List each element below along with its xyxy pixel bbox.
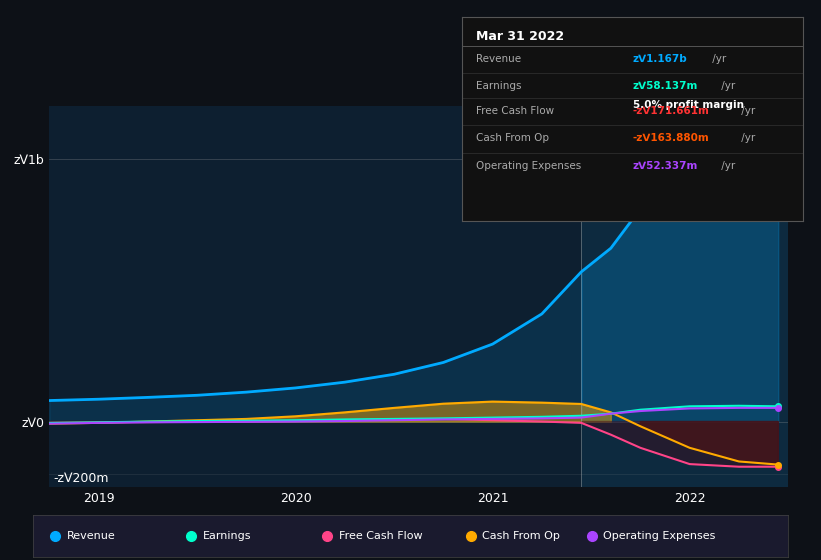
Text: -zᐯ171.661m: -zᐯ171.661m (632, 106, 709, 116)
Text: -zᐯ200m: -zᐯ200m (53, 472, 108, 484)
Text: Free Cash Flow: Free Cash Flow (476, 106, 554, 116)
Text: /yr: /yr (709, 54, 726, 64)
Text: /yr: /yr (737, 106, 754, 116)
Text: Earnings: Earnings (203, 531, 251, 541)
Text: Revenue: Revenue (67, 531, 116, 541)
Text: zᐯ1.167b: zᐯ1.167b (632, 54, 687, 64)
Text: Revenue: Revenue (476, 54, 521, 64)
Text: Operating Expenses: Operating Expenses (476, 161, 581, 171)
Text: Free Cash Flow: Free Cash Flow (339, 531, 422, 541)
Text: Mar 31 2022: Mar 31 2022 (476, 30, 564, 43)
Text: Cash From Op: Cash From Op (482, 531, 560, 541)
Text: 5.0% profit margin: 5.0% profit margin (632, 100, 744, 110)
Text: zᐯ58.137m: zᐯ58.137m (632, 81, 698, 91)
Text: /yr: /yr (737, 133, 754, 143)
Bar (581, 106, 788, 487)
Text: Operating Expenses: Operating Expenses (603, 531, 715, 541)
Text: -zᐯ163.880m: -zᐯ163.880m (632, 133, 709, 143)
Text: Cash From Op: Cash From Op (476, 133, 549, 143)
Text: /yr: /yr (718, 161, 736, 171)
Text: Earnings: Earnings (476, 81, 521, 91)
Text: zᐯ52.337m: zᐯ52.337m (632, 161, 698, 171)
Text: /yr: /yr (718, 81, 736, 91)
